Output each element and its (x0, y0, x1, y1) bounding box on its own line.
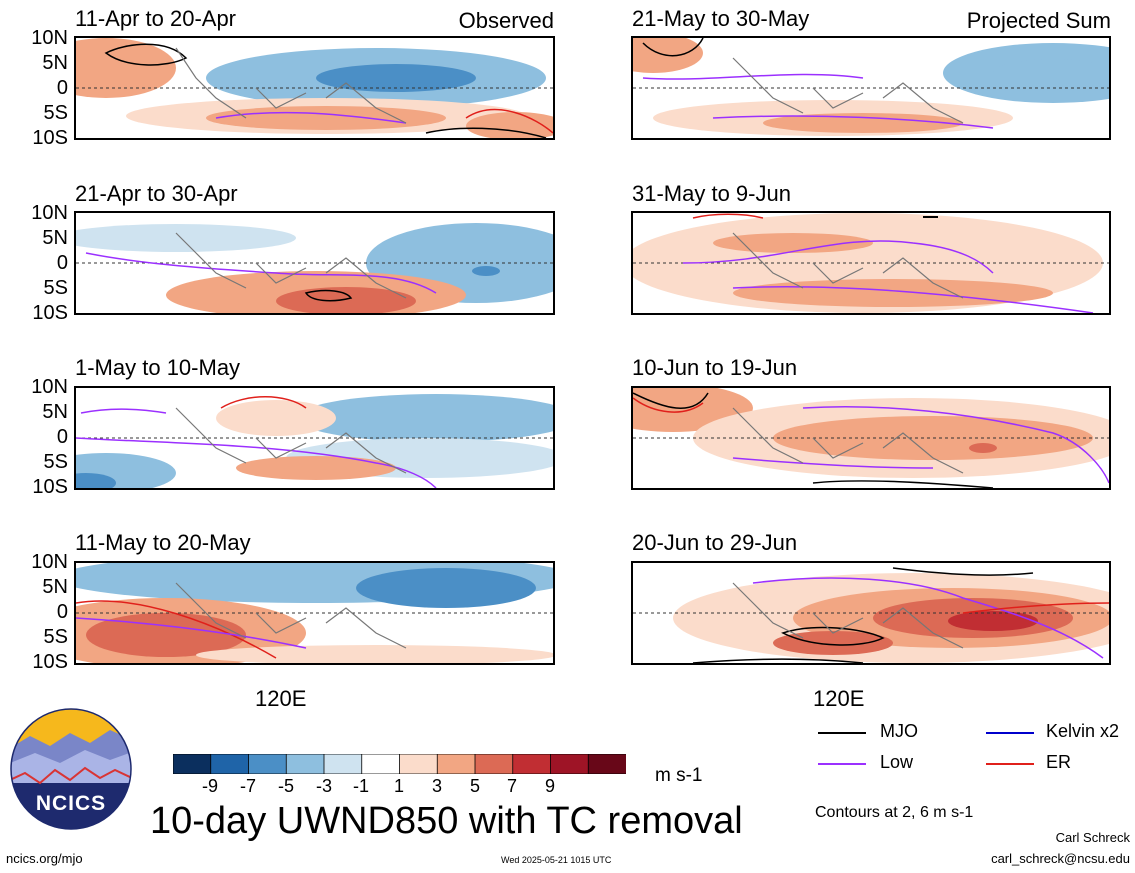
panel-title-8: 20-Jun to 29-Jun (632, 530, 798, 555)
colorbar-swatch (210, 753, 250, 775)
colorbar-swatch (512, 753, 552, 775)
panel-title-4: 11-May to 20-May (75, 530, 251, 555)
lat-label: 0 (56, 426, 68, 448)
panel-title-1: 11-Apr to 20-Apr (75, 6, 237, 31)
panel-tag-projected: Projected Sum (966, 8, 1111, 33)
lat-label: 0 (56, 77, 68, 99)
colorbar-swatch (436, 753, 476, 775)
colorbar-tick-label: -3 (315, 776, 332, 796)
footer-timestamp: Wed 2025-05-21 1015 UTC (501, 855, 612, 865)
colorbar-swatch (285, 753, 325, 775)
legend-label-mjo: MJO (880, 721, 918, 741)
colorbar-swatch (587, 753, 627, 775)
lat-label: 10N (31, 202, 68, 224)
lat-label: 10S (32, 651, 68, 673)
colorbar-swatch (474, 753, 514, 775)
colorbar-tick-label: -5 (277, 776, 294, 796)
lat-label: 0 (56, 601, 68, 623)
colorbar-tick-label: 1 (393, 776, 404, 796)
colorbar-swatch (172, 753, 212, 775)
map-panel-8 (631, 561, 1111, 665)
lat-label: 10S (32, 302, 68, 324)
contour-note: Contours at 2, 6 m s-1 (815, 804, 974, 821)
legend-line-kelvin (986, 732, 1034, 734)
lat-label: 10S (32, 127, 68, 149)
map-panel-2 (74, 211, 555, 315)
legend-label-er: ER (1046, 752, 1072, 772)
lat-label: 5N (42, 52, 68, 74)
lat-label: 5N (42, 401, 68, 423)
colorbar-tick-label: 5 (469, 776, 480, 796)
ncics-logo: NCICS (10, 708, 132, 830)
panel-title-2: 21-Apr to 30-Apr (75, 181, 238, 206)
colorbar-tick-label: -1 (352, 776, 369, 796)
footer-url: ncics.org/mjo (6, 851, 83, 866)
panel-title-3: 1-May to 10-May (75, 355, 241, 380)
lat-label: 5S (43, 102, 68, 124)
map-panel-6 (631, 211, 1111, 315)
legend-line-er (986, 763, 1034, 765)
colorbar-swatch (399, 753, 439, 775)
colorbar-swatch (323, 753, 363, 775)
lat-label: 5N (42, 576, 68, 598)
lon-label-left: 120E (255, 686, 307, 711)
lat-label: 10N (31, 551, 68, 573)
figure-title: 10-day UWND850 with TC removal (150, 800, 743, 842)
legend-line-mjo (818, 732, 866, 734)
colorbar-swatch (361, 753, 401, 775)
legend-line-low (818, 763, 866, 765)
legend-label-low: Low (880, 752, 914, 772)
lat-label: 10S (32, 476, 68, 498)
panel-tag-observed: Observed (458, 8, 554, 33)
lat-label: 5S (43, 451, 68, 473)
lat-label: 5S (43, 626, 68, 648)
panel-title-6: 31-May to 9-Jun (632, 181, 791, 206)
colorbar-tick-label: -7 (239, 776, 256, 796)
map-panel-1 (74, 36, 555, 140)
colorbar (172, 753, 627, 775)
map-panel-4 (74, 561, 555, 665)
panel-title-7: 10-Jun to 19-Jun (632, 355, 798, 380)
colorbar-swatch (248, 753, 288, 775)
lat-label: 10N (31, 376, 68, 398)
lon-label-right: 120E (813, 686, 865, 711)
footer-email: carl_schreck@ncsu.edu (991, 851, 1130, 866)
colorbar-tick-label: 9 (544, 776, 555, 796)
footer-author: Carl Schreck (1055, 830, 1130, 845)
colorbar-tick-label: 3 (431, 776, 442, 796)
map-panel-5 (631, 36, 1111, 140)
colorbar-tick-label: -9 (201, 776, 218, 796)
lat-label: 5N (42, 227, 68, 249)
legend-label-kelvin: Kelvin x2 (1046, 721, 1120, 741)
lat-label: 10N (31, 27, 68, 49)
lat-label: 5S (43, 277, 68, 299)
map-panel-7 (631, 386, 1111, 490)
logo-text: NCICS (35, 792, 107, 815)
panel-title-5: 21-May to 30-May (632, 6, 810, 31)
colorbar-units: m s-1 (655, 765, 703, 786)
colorbar-tick-label: 7 (506, 776, 517, 796)
colorbar-swatch (550, 753, 590, 775)
lat-label: 0 (56, 252, 68, 274)
map-panel-3 (74, 386, 555, 490)
